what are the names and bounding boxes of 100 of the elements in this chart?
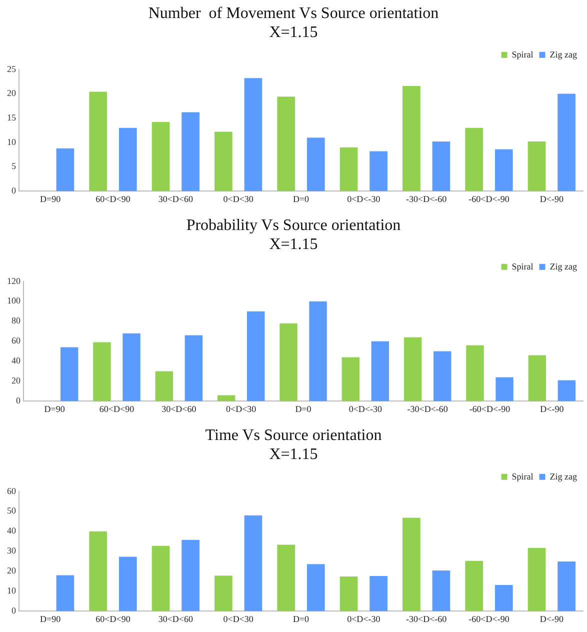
- bar: [89, 531, 108, 612]
- x-tick-label: 60<D<90: [99, 404, 135, 414]
- chart-subtitle: X=1.15: [269, 446, 318, 464]
- x-tick-label: D=0: [295, 404, 312, 414]
- bar: [494, 149, 513, 192]
- bar: [214, 132, 232, 192]
- x-tick-label: D<-90: [540, 194, 564, 204]
- bar: [93, 342, 111, 402]
- chart-subtitle: X=1.15: [269, 24, 318, 42]
- y-tick-label: 60: [12, 336, 21, 346]
- bar: [496, 377, 514, 402]
- legend-label: Zig zag: [550, 471, 578, 482]
- y-tick-label: 15: [7, 112, 16, 122]
- bar: [342, 357, 360, 402]
- x-tick-label: -30<D<-60: [406, 614, 448, 624]
- x-tick-label: 60<D<90: [96, 194, 131, 204]
- x-tick-label: D=90: [40, 614, 62, 624]
- x-tick-label: D<-90: [540, 404, 564, 414]
- bar: [466, 345, 484, 402]
- x-tick-label: -30<D<-60: [406, 194, 448, 204]
- y-tick-label: 0: [12, 186, 16, 196]
- bar: [60, 347, 78, 402]
- y-tick-label: 10: [7, 136, 16, 147]
- y-tick-label: 40: [7, 526, 16, 536]
- bar: [56, 148, 74, 192]
- bar: [56, 575, 74, 612]
- chart-title: Time Vs Source orientation: [205, 426, 382, 444]
- bar: [558, 380, 576, 402]
- bar: [432, 142, 450, 192]
- bar: [280, 323, 298, 402]
- x-tick-label: 30<D<60: [158, 194, 194, 204]
- bar: [528, 548, 546, 612]
- x-tick-label: D=90: [40, 194, 62, 204]
- legend-label: Spiral: [512, 49, 534, 60]
- x-tick-label: D=0: [292, 614, 310, 624]
- bar: [118, 556, 137, 612]
- bar: [214, 576, 232, 612]
- x-tick-label: 60<D<90: [96, 614, 131, 624]
- x-tick-label: 0<D<30: [226, 404, 257, 414]
- bar: [402, 518, 420, 612]
- bar: [155, 371, 174, 402]
- bar: [432, 570, 450, 612]
- y-tick-label: 20: [7, 566, 16, 576]
- bar: [340, 576, 358, 612]
- chart-title: Number of Movement Vs Source orientation: [148, 4, 439, 22]
- y-tick-label: 60: [7, 486, 16, 496]
- y-tick-label: 5: [12, 161, 16, 172]
- x-tick-label: D<-90: [540, 614, 564, 624]
- legend-label: Zig zag: [550, 261, 578, 272]
- y-tick-label: 40: [12, 356, 21, 366]
- bar: [402, 86, 420, 192]
- bar: [152, 122, 170, 192]
- x-tick-label: 30<D<60: [158, 614, 194, 624]
- y-tick-label: 20: [7, 88, 16, 98]
- legend-label: Spiral: [512, 471, 534, 482]
- y-tick-label: 30: [7, 546, 16, 556]
- x-tick-label: 0<D<30: [223, 614, 254, 624]
- x-tick-label: -60<D<-90: [469, 404, 511, 414]
- y-tick-label: 20: [12, 376, 21, 386]
- x-tick-label: 0<D<-30: [347, 194, 381, 204]
- bar: [244, 515, 262, 612]
- bar: [528, 142, 546, 192]
- bar: [528, 355, 546, 402]
- bar: [433, 351, 452, 402]
- bar: [558, 561, 576, 612]
- bar: [404, 337, 422, 402]
- x-tick-label: -60<D<-90: [468, 194, 510, 204]
- x-tick-label: -60<D<-90: [468, 614, 510, 624]
- bar: [152, 546, 170, 612]
- y-tick-label: 80: [12, 316, 21, 326]
- y-tick-label: 100: [7, 296, 21, 306]
- y-tick-label: 0: [12, 606, 16, 616]
- bar: [306, 564, 325, 612]
- bar: [371, 341, 390, 402]
- bar: [122, 333, 140, 402]
- bar: [277, 544, 296, 612]
- bar: [306, 138, 325, 192]
- bar: [465, 128, 484, 192]
- x-tick-label: 0<D<-30: [347, 614, 381, 624]
- x-tick-label: D=90: [44, 404, 66, 414]
- x-tick-label: 30<D<60: [162, 404, 197, 414]
- y-tick-label: 50: [7, 506, 16, 516]
- bar: [465, 560, 484, 612]
- bar: [182, 112, 200, 192]
- bar: [558, 94, 576, 192]
- bar: [494, 585, 513, 612]
- bar: [184, 335, 203, 402]
- bar: [309, 301, 327, 402]
- y-tick-label: 0: [16, 396, 21, 406]
- legend-label: Zig zag: [550, 49, 578, 60]
- y-tick-label: 25: [7, 64, 16, 74]
- x-tick-label: D=0: [292, 194, 310, 204]
- y-tick-label: 120: [7, 276, 21, 286]
- bar: [182, 540, 200, 612]
- bar: [118, 128, 137, 192]
- x-tick-label: -30<D<-60: [407, 404, 448, 414]
- legend-label: Spiral: [512, 261, 534, 272]
- bar: [370, 576, 388, 612]
- bar: [217, 395, 236, 402]
- bar: [277, 96, 296, 192]
